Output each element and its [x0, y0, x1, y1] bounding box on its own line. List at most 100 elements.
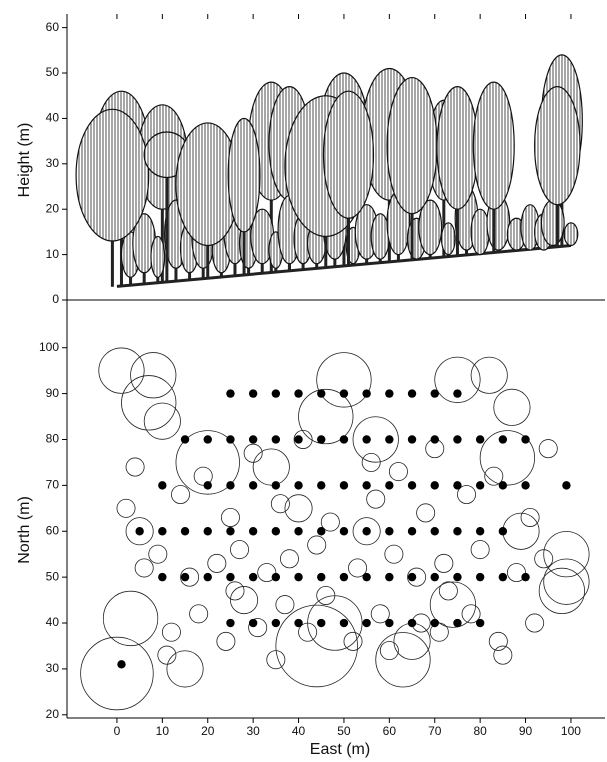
crown-outline	[252, 448, 290, 486]
sample-point	[339, 481, 349, 490]
crown-outline	[479, 430, 536, 486]
x-tick-label: 100	[561, 724, 581, 738]
sample-point	[294, 481, 303, 490]
sample-point	[521, 481, 530, 490]
sample-point	[317, 527, 326, 536]
crown-outline	[538, 567, 585, 615]
y-tick-label: 60	[46, 20, 60, 34]
crown-outline	[180, 567, 200, 587]
sample-point	[430, 435, 439, 444]
crown-outline	[275, 604, 358, 688]
crown-outline	[171, 485, 190, 505]
crown-outline	[98, 347, 145, 394]
sample-point	[385, 481, 394, 490]
tree-crown	[472, 81, 515, 210]
sample-point	[385, 389, 394, 398]
x-tick-label: 40	[292, 724, 306, 738]
crown-outline	[438, 581, 458, 601]
sample-point	[407, 618, 417, 628]
y-tick-label: 40	[46, 111, 60, 125]
crown-outline	[80, 636, 154, 711]
sample-point	[271, 618, 281, 628]
x-tick-label: 30	[246, 724, 260, 738]
sample-point	[203, 527, 212, 536]
crown-outline	[230, 586, 259, 615]
x-tick-label: 0	[114, 724, 121, 738]
sample-point	[271, 572, 281, 582]
crown-outline	[220, 508, 240, 527]
sample-point	[180, 435, 190, 444]
tree-crown	[418, 199, 443, 256]
crown-outline	[470, 356, 508, 394]
sample-point	[453, 572, 462, 582]
crown-outline	[161, 622, 181, 642]
y-tick-label: 0	[52, 292, 59, 306]
sample-point	[407, 389, 417, 398]
sample-point	[339, 618, 349, 628]
sample-point	[248, 481, 258, 490]
sample-point	[407, 572, 417, 582]
crown-outline	[166, 650, 204, 688]
sample-point	[407, 435, 417, 444]
sample-point	[362, 389, 371, 398]
crown-outline	[143, 402, 181, 440]
crown-outline	[134, 558, 154, 578]
sample-point	[362, 572, 371, 582]
sample-point	[271, 435, 281, 444]
sample-point	[362, 527, 371, 536]
crown-outline	[534, 549, 554, 569]
sample-point	[362, 481, 371, 490]
crown-outline	[266, 650, 286, 670]
crown-outline	[293, 430, 313, 449]
crown-outline	[352, 416, 399, 463]
sample-point	[453, 527, 462, 536]
sample-point	[180, 572, 190, 582]
sample-point	[475, 618, 485, 628]
sample-point	[248, 527, 258, 536]
sample-point	[430, 481, 439, 490]
sample-point	[294, 618, 303, 628]
sample-point	[271, 481, 281, 490]
sample-point	[317, 481, 326, 490]
tree-crown	[440, 222, 456, 256]
tree-crown	[75, 108, 150, 242]
tree-crown	[150, 235, 166, 278]
sample-point	[158, 572, 167, 582]
sample-point	[226, 389, 235, 398]
crown-outline	[488, 631, 508, 651]
sample-point	[203, 572, 212, 582]
sample-point	[430, 389, 439, 398]
crown-outline	[493, 645, 513, 665]
sample-point	[430, 572, 439, 582]
crown-outline	[230, 540, 250, 560]
crown-outline	[307, 535, 327, 555]
sample-point	[453, 618, 462, 628]
sample-point	[385, 618, 394, 628]
crown-outline	[429, 622, 449, 642]
sample-point	[135, 527, 144, 536]
sample-point	[203, 481, 212, 490]
sample-point	[430, 527, 439, 536]
crown-outline	[216, 631, 236, 651]
sample-point	[158, 527, 167, 536]
sample-point	[117, 660, 126, 669]
sample-point	[475, 481, 485, 490]
x-tick-label: 80	[473, 724, 487, 738]
crown-outline	[484, 466, 504, 486]
sample-point	[407, 527, 417, 536]
sample-point	[271, 389, 281, 398]
sample-point	[317, 389, 326, 398]
x-tick-label: 50	[337, 724, 351, 738]
crown-outline	[461, 604, 481, 624]
crown-outline	[275, 595, 295, 615]
y-tick-label: 50	[46, 65, 60, 79]
sample-point	[498, 572, 508, 582]
crown-outline	[248, 618, 268, 638]
sample-point	[362, 618, 371, 628]
tree-crown	[534, 86, 581, 206]
crown-outline	[375, 632, 431, 688]
crown-outline	[279, 549, 299, 569]
crown-outline	[121, 375, 177, 431]
crown-outline	[470, 540, 490, 560]
crown-outline	[493, 388, 531, 426]
